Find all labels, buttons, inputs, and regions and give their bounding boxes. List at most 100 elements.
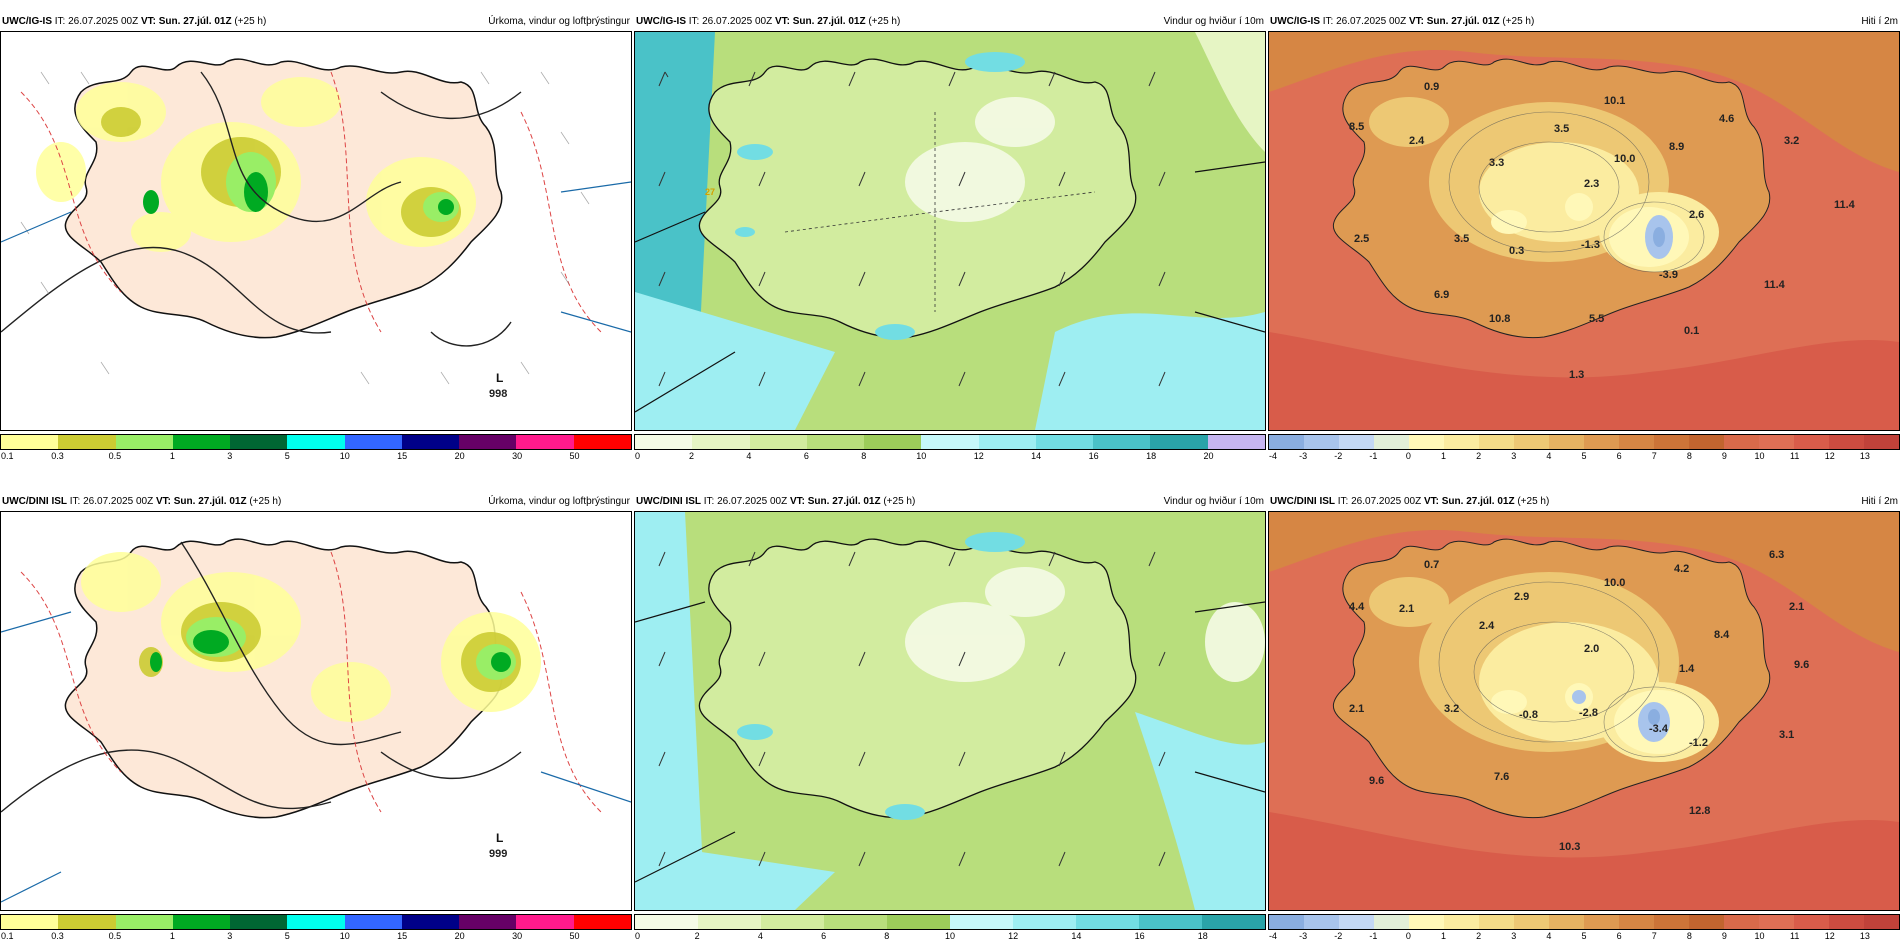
colorbar-tick-label: 12 [973,451,984,461]
temperature-point-label: 0.3 [1509,245,1524,257]
colorbar-swatch [1444,435,1479,449]
precip-map[interactable]: L 998 [0,31,632,431]
it-label: IT: [69,496,81,507]
colorbar-tick-label: 0.5 [108,931,122,941]
colorbar-tick-label: 3 [227,931,233,941]
low-pressure-value: 998 [489,388,507,400]
temperature-point-label: 2.9 [1514,591,1529,603]
colorbar-swatch [1444,915,1479,929]
colorbar-tick-label: 7 [1651,931,1657,941]
temperature-point-label: 6.9 [1434,289,1449,301]
colorbar-swatch [1689,915,1724,929]
colorbar-tick-label: 0 [635,451,641,461]
precip-colorbar [0,434,632,450]
colorbar-tick-label: 6 [1616,931,1622,941]
colorbar-swatch [1549,915,1584,929]
temperature-point-label: 9.6 [1794,659,1809,671]
temperature-point-label: 2.1 [1399,603,1414,615]
temperature-point-label: 10.0 [1614,153,1635,165]
colorbar-tick-label: 30 [512,931,523,941]
colorbar-tick-label: 2 [694,931,700,941]
colorbar-tick-label: 2 [688,451,694,461]
row1-temp-panel: UWC/IG-IS IT: 26.07.2025 00Z VT: Sun. 27… [1268,14,1900,466]
vt-label: VT: [140,16,156,27]
colorbar-swatch [1339,435,1374,449]
colorbar-tick-label: 0.1 [1,931,14,941]
colorbar-swatch [1864,435,1899,449]
precip-colorbar [0,914,632,930]
precip-map[interactable]: L 999 [0,511,632,911]
colorbar-tick-label: 8 [1686,451,1692,461]
temperature-point-label: 0.9 [1424,81,1439,93]
lead-time: (+25 h) [234,16,267,27]
colorbar-swatch [1,915,59,929]
temp-map[interactable]: 0.7 6.3 4.4 2.1 2.9 10.0 4.2 2.1 2.4 8.4 2.0 1.4 9.6… [1268,511,1900,911]
colorbar-tick-label: 9 [1721,451,1727,461]
colorbar-swatch [1654,915,1689,929]
temp-map[interactable]: 0.9 8.5 2.4 3.3 3.5 10.1 10.0 8.9 4.6 3.2 2.3 2.6 11… [1268,31,1900,431]
wind-colorbar-ticks: 0 2 4 6 8 10 12 14 16 18 20 [634,451,1266,463]
colorbar-swatch [692,435,750,449]
init-time: 26.07.2025 00Z [1351,496,1422,507]
colorbar-swatch [516,915,574,929]
valid-time: Sun. 27.júl. 01Z [1426,16,1500,27]
colorbar-swatch [864,435,922,449]
colorbar-tick-label: 8 [1686,931,1692,941]
colorbar-swatch [172,435,231,449]
temperature-point-label: 10.3 [1559,841,1580,853]
colorbar-swatch [1269,435,1304,449]
colorbar-swatch [1304,915,1339,929]
colorbar-tick-label: 8 [884,931,890,941]
row1-precip-panel: UWC/IG-IS IT: 26.07.2025 00Z VT: Sun. 27… [0,14,632,466]
model-name: UWC/IG-IS [1270,16,1320,27]
colorbar-swatch [287,915,345,929]
temperature-point-label: 7.6 [1494,771,1509,783]
temperature-point-label: -3.4 [1649,723,1669,735]
colorbar-swatch [950,915,1013,929]
colorbar-tick-label: 4 [1546,931,1552,941]
lead-time: (+25 h) [249,496,282,507]
colorbar-swatch [1339,915,1374,929]
colorbar-swatch [1514,915,1549,929]
temperature-point-label: 2.4 [1479,620,1495,632]
colorbar-tick-label: 3 [1511,931,1517,941]
colorbar-swatch [516,435,574,449]
colorbar-tick-label: 12 [1824,931,1835,941]
temperature-point-label: -1.2 [1689,737,1708,749]
colorbar-swatch [1829,915,1864,929]
colorbar-tick-label: 1 [169,931,175,941]
vt-label: VT: [155,496,171,507]
colorbar-tick-label: 0.3 [51,451,64,461]
colorbar-tick-label: 0.1 [1,451,14,461]
temperature-point-label: 1.4 [1679,663,1695,675]
colorbar-swatch [1689,435,1724,449]
colorbar-swatch [978,435,1036,449]
temperature-point-label: 4.4 [1349,601,1365,613]
it-label: IT: [703,496,715,507]
init-time: 26.07.2025 00Z [68,16,139,27]
temperature-point-label: 9.6 [1369,775,1384,787]
colorbar-swatch [230,915,288,929]
temperature-point-label: 11.4 [1834,199,1856,211]
colorbar-swatch [1013,915,1076,929]
colorbar-tick-label: -4 [1269,931,1278,941]
colorbar-swatch [230,435,288,449]
low-pressure-letter: L [496,371,503,385]
colorbar-tick-label: 1 [1441,451,1447,461]
temperature-point-label: 3.2 [1784,135,1799,147]
temperature-point-label: 2.4 [1409,135,1425,147]
valid-time: Sun. 27.júl. 01Z [158,16,232,27]
colorbar-swatch [459,435,517,449]
colorbar-tick-label: 4 [757,931,763,941]
colorbar-swatch [1269,915,1304,929]
colorbar-tick-label: 4 [1546,451,1552,461]
temperature-point-label: 11.4 [1764,279,1786,291]
temperature-point-label: 10.1 [1604,95,1625,107]
wind-map[interactable] [634,511,1266,911]
lead-time: (+25 h) [883,496,916,507]
temperature-point-label: 0.7 [1424,559,1439,571]
colorbar-swatch [1584,915,1619,929]
colorbar-tick-label: 14 [1071,931,1082,941]
temperature-point-label: 3.5 [1454,233,1469,245]
wind-map[interactable]: 27 [634,31,1266,431]
